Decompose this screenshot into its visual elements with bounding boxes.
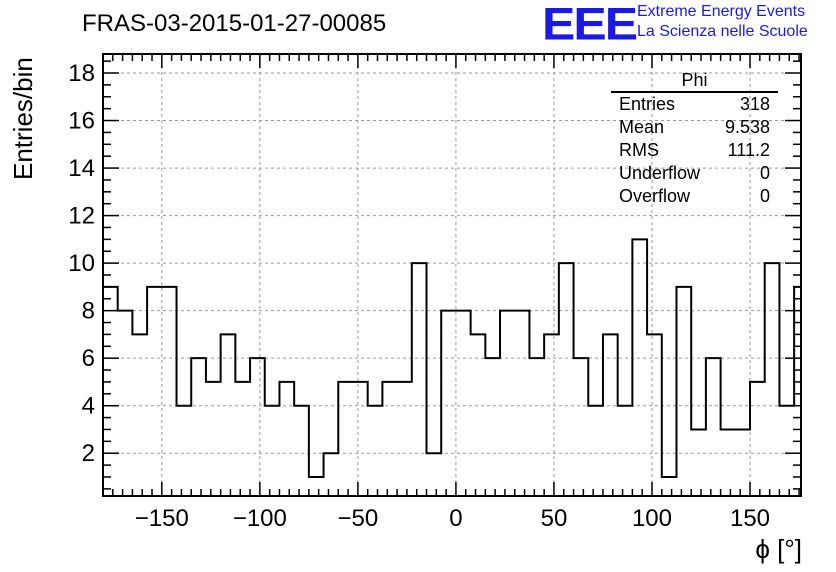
stats-title: Phi [611, 70, 778, 93]
x-tick-label: 150 [730, 505, 770, 532]
y-tick-label: 4 [82, 393, 95, 420]
stats-value: 111.2 [727, 140, 770, 160]
stats-value: 0 [759, 186, 770, 206]
x-tick-label: −100 [233, 505, 287, 532]
stats-value: 318 [739, 94, 770, 114]
stats-row-overflow: Overflow 0 [611, 185, 778, 208]
chart-title: FRAS-03-2015-01-27-00085 [82, 10, 387, 37]
y-tick-label: 10 [68, 250, 95, 277]
x-axis-label: ϕ [°] [755, 534, 802, 564]
stats-value: 9.538 [724, 117, 770, 137]
stats-label: Mean [619, 117, 665, 137]
logo-line-2: La Scienza nelle Scuole [637, 23, 808, 40]
eee-logo: EEE [542, 0, 638, 50]
x-tick-label: 50 [541, 505, 568, 532]
stats-row-underflow: Underflow 0 [611, 162, 778, 185]
stats-label: Underflow [619, 163, 701, 183]
x-tick-label: 100 [632, 505, 672, 532]
y-axis-label: Entries/bin [8, 57, 38, 180]
y-tick-label: 6 [82, 345, 95, 372]
stats-value: 0 [759, 163, 770, 183]
y-tick-label: 12 [68, 203, 95, 230]
y-tick-label: 8 [82, 298, 95, 325]
stats-row-rms: RMS 111.2 [611, 139, 778, 162]
stats-row-mean: Mean 9.538 [611, 116, 778, 139]
stats-row-entries: Entries 318 [611, 93, 778, 116]
histogram-line [103, 238, 801, 478]
stats-label: RMS [619, 140, 659, 160]
x-tick-label: 0 [449, 505, 462, 532]
x-tick-label: −50 [338, 505, 379, 532]
y-tick-label: 18 [68, 60, 95, 87]
y-tick-label: 2 [82, 440, 95, 467]
stats-label: Entries [619, 94, 676, 114]
stats-label: Overflow [619, 186, 691, 206]
y-tick-label: 14 [68, 155, 95, 182]
logo-line-1: Extreme Energy Events [637, 3, 806, 20]
stats-box: Phi Entries 318 Mean 9.538 RMS 111.2 Und… [611, 70, 778, 208]
x-tick-label: −150 [135, 505, 189, 532]
y-tick-label: 16 [68, 108, 95, 135]
